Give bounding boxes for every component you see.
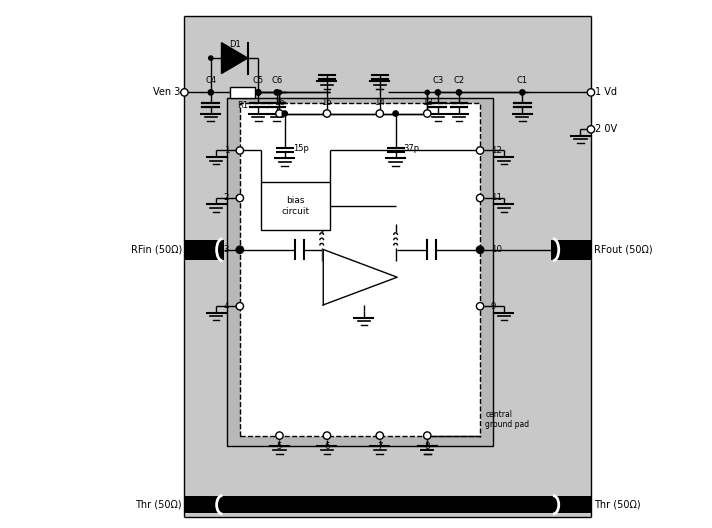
Text: C4: C4 bbox=[205, 76, 216, 86]
Text: 37p: 37p bbox=[404, 144, 419, 154]
Text: 13: 13 bbox=[422, 98, 433, 108]
Circle shape bbox=[323, 110, 330, 117]
Circle shape bbox=[276, 432, 283, 439]
Text: 4: 4 bbox=[224, 301, 229, 311]
Circle shape bbox=[587, 126, 595, 133]
Circle shape bbox=[208, 90, 214, 95]
Bar bbox=[261, 182, 330, 230]
Circle shape bbox=[236, 246, 244, 253]
Text: 15p: 15p bbox=[293, 144, 308, 154]
Text: bias
circuit: bias circuit bbox=[281, 196, 309, 215]
Circle shape bbox=[209, 56, 213, 60]
Text: 3: 3 bbox=[224, 245, 229, 254]
Text: 14: 14 bbox=[375, 98, 385, 108]
Text: 16: 16 bbox=[274, 98, 285, 108]
Circle shape bbox=[476, 194, 483, 202]
Circle shape bbox=[256, 90, 261, 95]
Circle shape bbox=[323, 432, 330, 439]
Polygon shape bbox=[221, 43, 248, 73]
Text: C6: C6 bbox=[271, 76, 283, 86]
Bar bbox=[184, 240, 224, 260]
Text: 15: 15 bbox=[321, 98, 333, 108]
Circle shape bbox=[237, 247, 243, 252]
Text: 1: 1 bbox=[224, 146, 229, 155]
Circle shape bbox=[476, 246, 483, 253]
Text: Ven 3: Ven 3 bbox=[153, 88, 180, 97]
Circle shape bbox=[520, 90, 525, 95]
Circle shape bbox=[181, 89, 188, 96]
Text: RFin (50Ω): RFin (50Ω) bbox=[130, 245, 182, 254]
Circle shape bbox=[236, 303, 244, 310]
Circle shape bbox=[393, 111, 398, 116]
Text: R1: R1 bbox=[237, 101, 248, 110]
Text: C1: C1 bbox=[517, 76, 528, 86]
Text: RFout (50Ω): RFout (50Ω) bbox=[594, 245, 652, 254]
Circle shape bbox=[476, 303, 483, 310]
Text: C5: C5 bbox=[253, 76, 264, 86]
Circle shape bbox=[587, 89, 595, 96]
Text: 6: 6 bbox=[324, 441, 330, 451]
Text: D1: D1 bbox=[229, 40, 241, 50]
Bar bbox=[184, 496, 591, 513]
Bar bbox=[184, 16, 591, 517]
Text: C3: C3 bbox=[432, 76, 444, 86]
Circle shape bbox=[236, 194, 244, 202]
Text: Thr (50Ω): Thr (50Ω) bbox=[594, 500, 640, 510]
Circle shape bbox=[435, 90, 441, 95]
Circle shape bbox=[376, 432, 384, 439]
Circle shape bbox=[456, 90, 461, 95]
Text: 7: 7 bbox=[377, 441, 382, 451]
Circle shape bbox=[476, 147, 483, 154]
Circle shape bbox=[376, 110, 384, 117]
Circle shape bbox=[424, 432, 431, 439]
Circle shape bbox=[478, 247, 483, 252]
Text: 12: 12 bbox=[491, 146, 502, 155]
Bar bbox=[226, 98, 493, 446]
Circle shape bbox=[282, 111, 288, 116]
Bar bbox=[240, 103, 480, 436]
Text: 2 0V: 2 0V bbox=[595, 125, 617, 134]
Circle shape bbox=[256, 90, 261, 95]
Bar bbox=[230, 87, 255, 98]
Text: 5: 5 bbox=[277, 441, 282, 451]
Circle shape bbox=[236, 147, 244, 154]
Polygon shape bbox=[323, 250, 397, 305]
Bar bbox=[551, 240, 591, 260]
Circle shape bbox=[274, 90, 279, 95]
Text: Thr (50Ω): Thr (50Ω) bbox=[135, 500, 182, 510]
Text: 2: 2 bbox=[224, 193, 229, 203]
Circle shape bbox=[425, 90, 429, 95]
Text: 1 Vd: 1 Vd bbox=[595, 88, 617, 97]
Text: central
ground pad: central ground pad bbox=[486, 410, 530, 429]
Text: 9: 9 bbox=[491, 301, 496, 311]
Text: 11: 11 bbox=[491, 193, 502, 203]
Circle shape bbox=[276, 110, 283, 117]
Text: C2: C2 bbox=[454, 76, 464, 86]
Text: 8: 8 bbox=[424, 441, 430, 451]
Text: 10: 10 bbox=[491, 245, 502, 254]
Circle shape bbox=[424, 110, 431, 117]
Circle shape bbox=[278, 90, 281, 95]
